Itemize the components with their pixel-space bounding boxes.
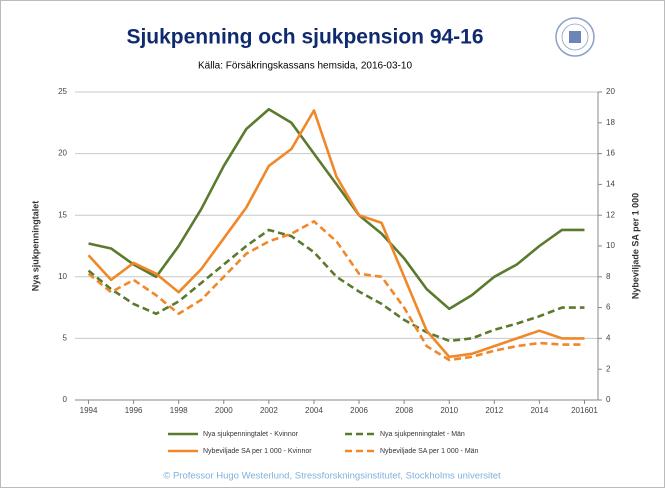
legend-label: Nybeviljade SA per 1 000 - Män (380, 448, 479, 455)
legend-label: Nya sjukpenningtalet - Kvinnor (203, 431, 299, 438)
y-tick-label: 25 (58, 87, 67, 96)
x-tick-label: 2008 (395, 406, 413, 415)
x-tick-label: 1998 (170, 406, 188, 415)
x-tick-label: 2004 (305, 406, 323, 415)
x-tick-label: 2014 (530, 406, 548, 415)
y2-tick-label: 2 (606, 364, 611, 373)
x-tick-label: 2006 (350, 406, 368, 415)
y-tick-label: 0 (63, 395, 68, 404)
y2-tick-label: 20 (606, 87, 615, 96)
y-tick-label: 20 (58, 149, 67, 158)
y2-axis-label: Nybeviljade SA per 1 000 (630, 193, 640, 299)
y-axis-label: Nya sjukpenningtalet (30, 201, 40, 292)
legend-label: Nybeviljade SA per 1 000 - Kvinnor (203, 448, 312, 455)
x-tick-label: 2012 (485, 406, 503, 415)
series-line (87, 220, 585, 362)
series-line (87, 109, 585, 359)
y-tick-label: 5 (63, 334, 68, 343)
y2-tick-label: 12 (606, 210, 615, 219)
y2-tick-label: 16 (606, 149, 615, 158)
y2-tick-label: 4 (606, 334, 611, 343)
y2-tick-label: 6 (606, 303, 611, 312)
series-line (87, 228, 585, 343)
logo (555, 17, 595, 57)
x-tick-label: 2010 (440, 406, 458, 415)
title: Sjukpenning och sjukpension 94-16 (126, 26, 483, 49)
x-tick-label: 201601 (571, 406, 598, 415)
x-tick-label: 1996 (125, 406, 143, 415)
y2-tick-label: 0 (606, 395, 611, 404)
y2-tick-label: 10 (606, 241, 615, 250)
y-tick-label: 15 (58, 210, 67, 219)
x-tick-label: 2002 (260, 406, 278, 415)
footer: © Professor Hugo Westerlund, Stressforsk… (163, 471, 501, 482)
y-tick-label: 10 (58, 272, 67, 281)
subtitle: Källa: Försäkringskassans hemsida, 2016-… (198, 61, 412, 72)
x-tick-label: 1994 (80, 406, 98, 415)
legend-label: Nya sjukpenningtalet - Män (380, 431, 465, 438)
y2-tick-label: 18 (606, 118, 615, 127)
x-tick-label: 2000 (215, 406, 233, 415)
series-line (88, 107, 585, 311)
y2-tick-label: 8 (606, 272, 611, 281)
y2-tick-label: 14 (606, 180, 615, 189)
